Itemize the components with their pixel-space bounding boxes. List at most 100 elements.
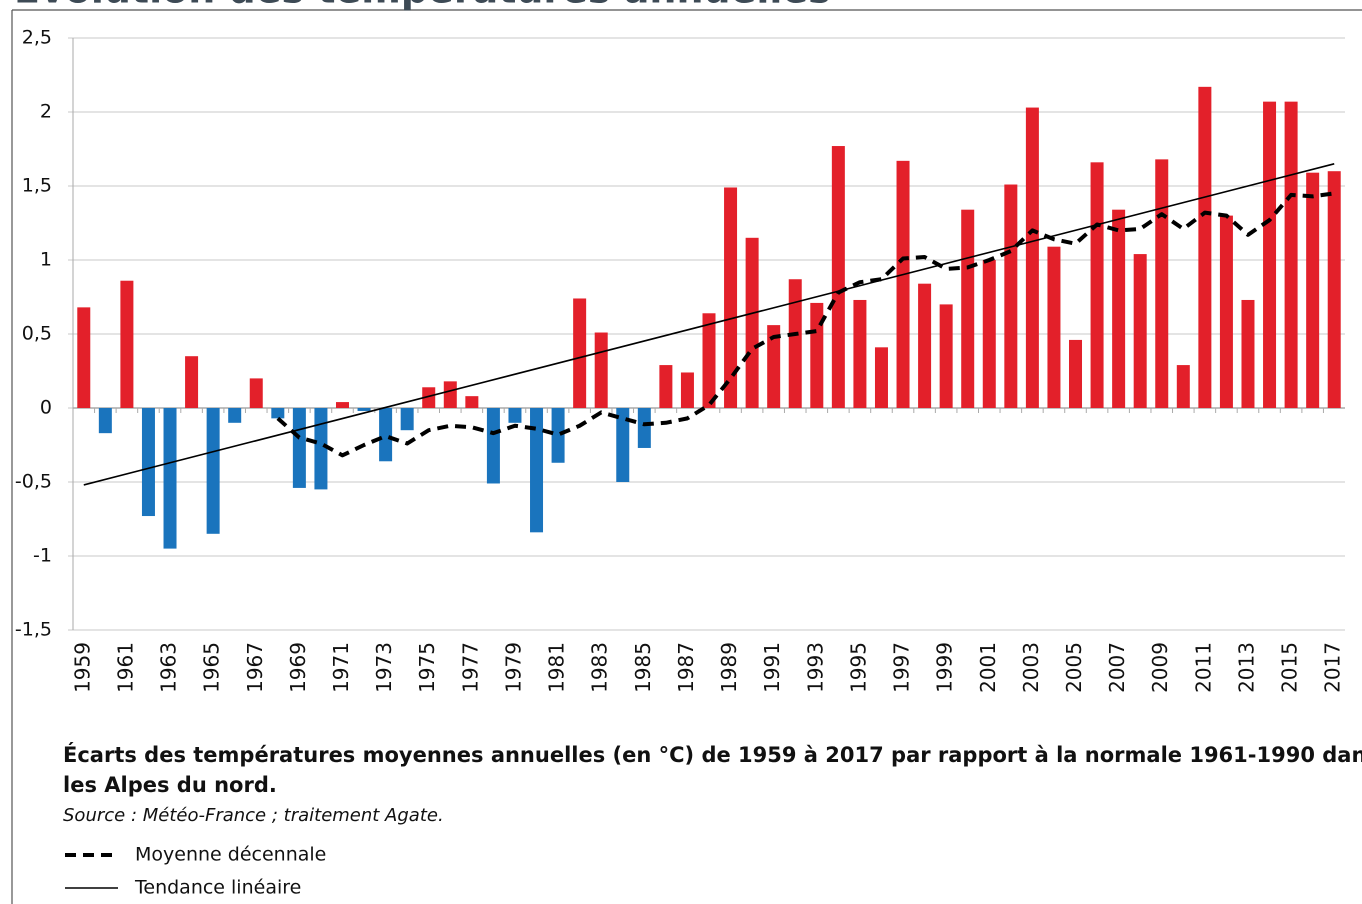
- x-tick-label: 2013: [1234, 642, 1258, 693]
- x-tick-label: 1969: [286, 642, 310, 693]
- x-tick-label: 2001: [976, 642, 1000, 693]
- x-tick-label: 1997: [890, 642, 914, 693]
- x-tick-label: 1991: [760, 642, 784, 693]
- caption-line: Écarts des températures moyennes annuell…: [63, 742, 1362, 767]
- bar: [896, 160, 910, 408]
- bar: [228, 408, 242, 423]
- bar: [831, 146, 845, 409]
- bar: [702, 313, 716, 408]
- bar: [1047, 246, 1061, 408]
- x-tick-label: 1987: [674, 642, 698, 693]
- bar: [767, 325, 781, 408]
- bar: [788, 279, 802, 408]
- bar: [659, 365, 673, 408]
- bar: [853, 299, 867, 408]
- legend-label: Tendance linéaire: [134, 877, 301, 899]
- y-tick-label: 2: [40, 101, 52, 123]
- x-tick-label: 1965: [200, 642, 224, 693]
- x-tick-label: 2009: [1148, 642, 1172, 693]
- bar: [1155, 159, 1169, 408]
- y-tick-label: -0,5: [15, 471, 52, 493]
- bar: [594, 332, 608, 408]
- x-tick-label: 1977: [458, 642, 482, 693]
- x-tick-label: 1993: [803, 642, 827, 693]
- bar: [1198, 86, 1212, 408]
- bar: [680, 372, 694, 408]
- bar: [1241, 299, 1255, 408]
- bar: [573, 298, 587, 408]
- bar: [357, 408, 371, 411]
- bar: [1284, 101, 1298, 408]
- chart-title: Évolution des températures annuelles: [14, 0, 831, 12]
- x-tick-label: 1995: [846, 642, 870, 693]
- caption-line: les Alpes du nord.: [63, 773, 277, 797]
- y-tick-label: 0: [40, 397, 52, 419]
- y-tick-label: 1: [40, 249, 52, 271]
- bar: [874, 347, 888, 408]
- bar: [551, 408, 565, 463]
- bar: [530, 408, 544, 533]
- bar: [637, 408, 651, 448]
- bar: [141, 408, 155, 517]
- bar: [724, 187, 738, 408]
- bar: [443, 381, 457, 408]
- bar: [1327, 171, 1341, 408]
- x-tick-label: 1981: [545, 642, 569, 693]
- x-tick-label: 1967: [243, 642, 267, 693]
- y-tick-label: 2,5: [22, 27, 52, 49]
- bar: [745, 237, 759, 408]
- bar: [939, 304, 953, 408]
- y-tick-label: -1,5: [15, 619, 52, 641]
- x-tick-label: 2005: [1062, 642, 1086, 693]
- x-tick-label: 1985: [631, 642, 655, 693]
- bar: [1176, 365, 1190, 408]
- bar: [1025, 107, 1039, 408]
- x-tick-label: 2017: [1321, 642, 1345, 693]
- bar: [1090, 162, 1104, 408]
- bar: [982, 260, 996, 408]
- bar: [422, 387, 436, 408]
- bar: [918, 283, 932, 408]
- y-tick-label: 0,5: [22, 323, 52, 345]
- x-tick-label: 1971: [329, 642, 353, 693]
- bar: [810, 302, 824, 408]
- bar: [206, 408, 220, 534]
- bar: [292, 408, 306, 488]
- y-tick-label: 1,5: [22, 175, 52, 197]
- bar: [1219, 215, 1233, 408]
- x-tick-label: 1989: [717, 642, 741, 693]
- bar: [1004, 184, 1018, 408]
- bar: [1133, 254, 1147, 408]
- x-tick-label: 1975: [415, 642, 439, 693]
- x-tick-label: 2007: [1105, 642, 1129, 693]
- y-tick-label: -1: [33, 545, 52, 567]
- source: Source : Météo-France ; traitement Agate…: [63, 805, 444, 826]
- bar: [314, 408, 328, 490]
- x-tick-label: 1959: [70, 642, 94, 693]
- bar: [1263, 101, 1277, 408]
- bar: [163, 408, 177, 549]
- bar: [185, 356, 199, 408]
- bar: [486, 408, 500, 484]
- bar: [616, 408, 630, 482]
- bar: [271, 408, 285, 419]
- x-tick-label: 2003: [1019, 642, 1043, 693]
- bar: [120, 280, 134, 408]
- x-tick-label: 1961: [113, 642, 137, 693]
- bar: [1112, 209, 1126, 408]
- bar: [1069, 339, 1083, 408]
- x-tick-label: 1983: [588, 642, 612, 693]
- bar: [249, 378, 263, 408]
- bar: [961, 209, 975, 408]
- x-tick-label: 1979: [501, 642, 525, 693]
- bar: [379, 408, 393, 462]
- x-tick-label: 1963: [157, 642, 181, 693]
- bar: [465, 396, 479, 408]
- bar: [1306, 172, 1320, 408]
- bar: [77, 307, 91, 408]
- trend-line: [83, 163, 1335, 486]
- bar: [508, 408, 522, 423]
- x-tick-label: 2011: [1191, 642, 1215, 693]
